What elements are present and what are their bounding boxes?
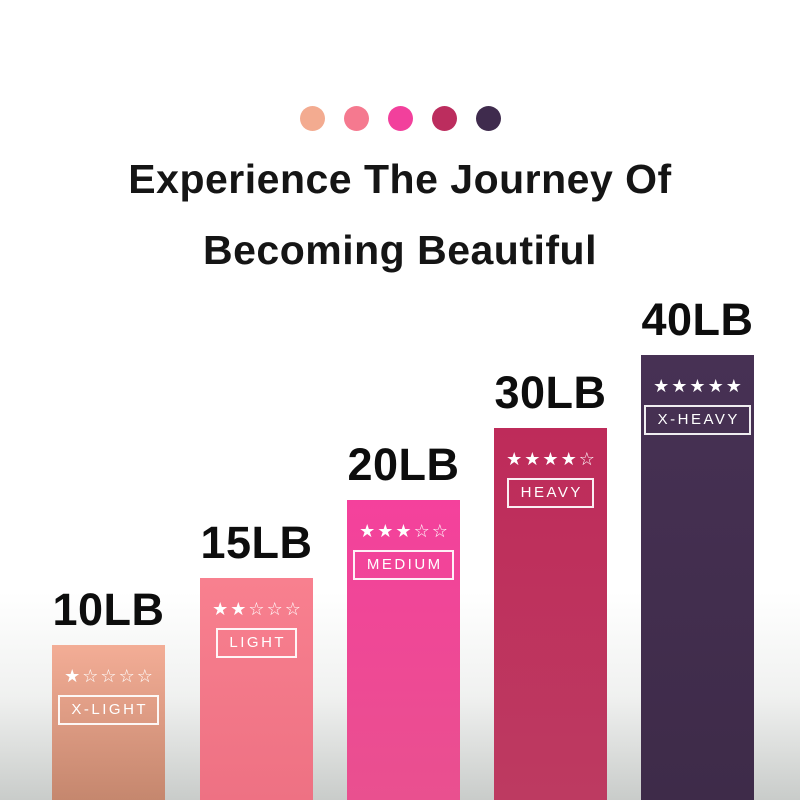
- x-heavy-dot-icon: [475, 106, 501, 131]
- bar-weight-label: 30LB: [494, 367, 607, 418]
- tier-badge: MEDIUM: [353, 550, 454, 580]
- tier-badge: X-LIGHT: [57, 695, 160, 725]
- star-rating: ★☆☆☆☆: [64, 666, 155, 686]
- color-palette-dots: [0, 106, 800, 131]
- banner-title: Experience The Journey Of Becoming Beaut…: [0, 144, 800, 286]
- star-rating: ★★★★★: [653, 376, 744, 396]
- bar-group-40lb: 40LB ★★★★★ X-HEAVY: [641, 294, 754, 800]
- bar-weight-label: 10LB: [52, 584, 165, 635]
- bar-group-15lb: 15LB ★★☆☆☆ LIGHT: [200, 517, 313, 800]
- bar-15lb: ★★☆☆☆ LIGHT: [200, 578, 313, 800]
- medium-dot-icon: [387, 106, 413, 131]
- tier-badge: X-HEAVY: [644, 405, 751, 435]
- light-dot-icon: [343, 106, 369, 131]
- bar-group-20lb: 20LB ★★★☆☆ MEDIUM: [347, 439, 460, 800]
- star-rating: ★★★★☆: [506, 449, 597, 469]
- bar-20lb: ★★★☆☆ MEDIUM: [347, 500, 460, 800]
- bar-10lb: ★☆☆☆☆ X-LIGHT: [52, 645, 165, 800]
- heavy-dot-icon: [431, 106, 457, 131]
- bar-weight-label: 15LB: [200, 517, 313, 568]
- bar-group-30lb: 30LB ★★★★☆ HEAVY: [494, 367, 607, 800]
- bar-weight-label: 40LB: [641, 294, 754, 345]
- star-rating: ★★★☆☆: [359, 521, 450, 541]
- x-light-dot-icon: [299, 106, 325, 131]
- star-rating: ★★☆☆☆: [212, 599, 303, 619]
- banner-title-line-2: Becoming Beautiful: [203, 227, 597, 273]
- bar-30lb: ★★★★☆ HEAVY: [494, 428, 607, 800]
- bar-group-10lb: 10LB ★☆☆☆☆ X-LIGHT: [52, 584, 165, 800]
- tier-badge: LIGHT: [215, 628, 298, 658]
- bar-weight-label: 20LB: [347, 439, 460, 490]
- bar-40lb: ★★★★★ X-HEAVY: [641, 355, 754, 800]
- tier-badge: HEAVY: [507, 478, 594, 508]
- banner-title-line-1: Experience The Journey Of: [128, 156, 672, 202]
